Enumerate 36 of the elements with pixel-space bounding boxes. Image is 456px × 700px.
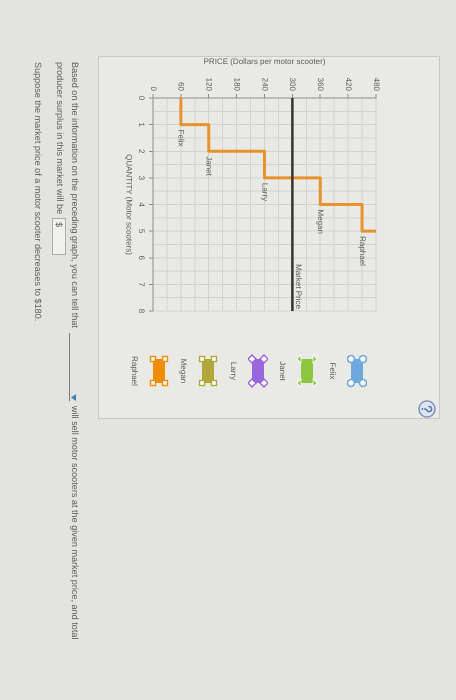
annotation: Felix [176, 130, 186, 147]
text: Megan [180, 358, 188, 384]
y-tick-label: 2 [136, 149, 146, 154]
annotation: Megan [316, 210, 326, 234]
x-tick-label: 120 [204, 78, 214, 92]
x-tick-label: 480 [372, 78, 381, 92]
annotation: Raphael [358, 236, 367, 266]
x-tick-label: 60 [176, 82, 186, 92]
x-tick-label: 300 [288, 78, 298, 92]
y-tick-label: 5 [136, 228, 146, 234]
text: Felix [328, 362, 337, 380]
annotation: Larry [260, 182, 270, 202]
text-field: $ [52, 218, 66, 256]
y-axis-title: QUANTITY (Motor scooters) [124, 154, 134, 256]
y-tick-label: 7 [136, 282, 146, 288]
text: producer surplus in this market will be [54, 62, 66, 214]
y-tick-label: 1 [136, 122, 146, 128]
text: Raphael [130, 356, 139, 386]
y-tick-label: 6 [136, 256, 146, 261]
x-tick-label: 180 [232, 78, 242, 92]
y-tick-label: 3 [136, 176, 146, 181]
x-tick-label: 360 [316, 78, 326, 92]
y-tick-label: 4 [136, 202, 146, 208]
ref-line-label: Market Price [294, 264, 304, 310]
y-tick-label: 0 [136, 96, 146, 101]
text: Based on the information on the preceding graph, you can tell that [69, 62, 81, 328]
text: Janet [278, 361, 288, 381]
x-tick-label: 420 [344, 78, 353, 92]
x-tick-label: 240 [260, 78, 270, 92]
x-axis-title: PRICE (Dollars per motor scooter) [204, 57, 326, 66]
text: Larry [229, 362, 238, 380]
text: Suppose the market price of a motor scooter decreases to $180. [32, 62, 44, 322]
annotation: Janet [204, 156, 214, 177]
text: will sell motor scooters at the given market price, and total [69, 406, 81, 640]
x-tick-label: 0 [148, 86, 158, 92]
y-tick-label: 8 [136, 308, 146, 314]
